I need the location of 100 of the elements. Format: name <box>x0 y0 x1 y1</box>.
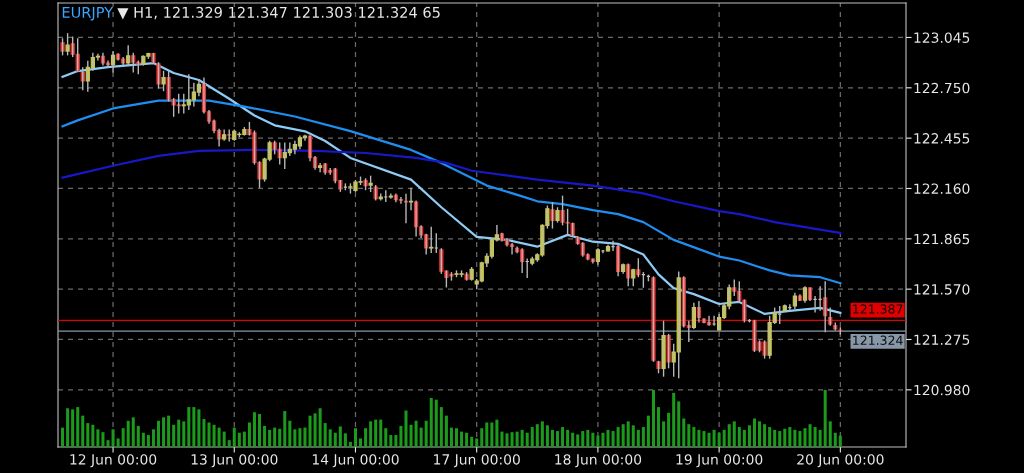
candlestick <box>65 32 70 57</box>
bar <box>480 428 484 447</box>
bar <box>414 420 418 447</box>
bar <box>313 413 317 447</box>
x-tick-label: 12 Jun 00:00 <box>70 454 157 468</box>
bar <box>454 428 459 447</box>
bar <box>187 407 191 447</box>
bar <box>465 432 469 447</box>
bar <box>293 429 297 447</box>
bar <box>116 438 120 447</box>
bar <box>172 424 176 447</box>
bar <box>96 429 100 447</box>
bar <box>247 422 251 447</box>
bar <box>91 424 95 447</box>
bar <box>505 433 509 447</box>
bar <box>626 421 630 447</box>
line-series <box>61 148 842 234</box>
bar <box>682 418 686 447</box>
y-tick-label: 121.865 <box>914 233 970 245</box>
bar <box>561 427 565 447</box>
bar <box>156 420 161 447</box>
bar <box>273 427 277 447</box>
bar <box>192 407 196 447</box>
bar <box>586 429 590 447</box>
bar <box>641 427 645 447</box>
bar <box>207 422 211 447</box>
bar <box>596 435 600 447</box>
x-tick-label: 18 Jun 00:00 <box>555 454 642 468</box>
candlestick <box>661 320 666 378</box>
bar <box>646 415 650 447</box>
bar <box>268 429 272 447</box>
bar <box>535 424 539 447</box>
candlestick <box>156 61 161 90</box>
x-tick-label: 19 Jun 00:00 <box>676 454 763 468</box>
bar <box>136 425 140 447</box>
line-series <box>61 99 842 285</box>
bar <box>677 401 681 447</box>
bar <box>631 425 635 447</box>
bar <box>732 421 736 447</box>
bar <box>823 390 827 447</box>
bar <box>237 432 241 447</box>
bar <box>71 409 75 447</box>
ref-line-label: 121.387 <box>853 304 903 314</box>
bar <box>101 432 105 447</box>
bar <box>389 435 393 447</box>
bar <box>702 431 706 447</box>
bar <box>712 429 716 447</box>
bar <box>278 428 282 447</box>
bar <box>808 424 812 447</box>
bar <box>288 420 292 447</box>
bar <box>818 429 822 447</box>
bar <box>813 427 817 447</box>
y-tick-label: 123.045 <box>914 32 970 43</box>
bar <box>162 417 166 447</box>
bar <box>283 411 287 447</box>
bar <box>742 429 746 447</box>
bar <box>525 432 529 447</box>
bar <box>651 390 655 447</box>
bar <box>359 438 363 447</box>
bar <box>222 431 226 447</box>
bar <box>146 435 150 447</box>
bar <box>566 429 570 447</box>
bar <box>545 425 549 447</box>
bar <box>252 412 256 447</box>
bar <box>379 419 383 447</box>
bar <box>475 438 479 447</box>
bar <box>263 425 267 447</box>
bar <box>394 435 398 447</box>
bar <box>636 429 640 447</box>
candlestick <box>666 333 671 370</box>
bar <box>434 399 438 447</box>
bar <box>540 421 544 447</box>
bar <box>803 428 807 447</box>
bar <box>364 428 368 447</box>
bar <box>318 408 322 447</box>
bar <box>348 441 352 447</box>
bar <box>76 407 80 447</box>
bar <box>672 392 676 447</box>
bar <box>242 431 246 447</box>
bar <box>550 429 554 447</box>
bar <box>667 412 671 447</box>
bar <box>581 431 585 447</box>
bar <box>576 434 580 447</box>
bar <box>606 429 610 447</box>
y-tick-label: 120.980 <box>914 384 970 396</box>
bar <box>692 427 696 447</box>
bar <box>227 440 231 447</box>
bar <box>182 421 186 447</box>
bar <box>106 440 110 447</box>
bar <box>717 432 721 447</box>
bar <box>86 423 90 447</box>
bar <box>439 407 443 447</box>
x-tick-label: 20 Jun 00:00 <box>797 454 884 468</box>
bar <box>530 427 534 447</box>
bar <box>727 424 731 447</box>
y-tick-label: 122.455 <box>914 133 970 144</box>
y-tick-label: 122.750 <box>914 82 970 94</box>
bar <box>232 427 236 447</box>
bar <box>61 427 65 447</box>
bar <box>298 428 302 447</box>
